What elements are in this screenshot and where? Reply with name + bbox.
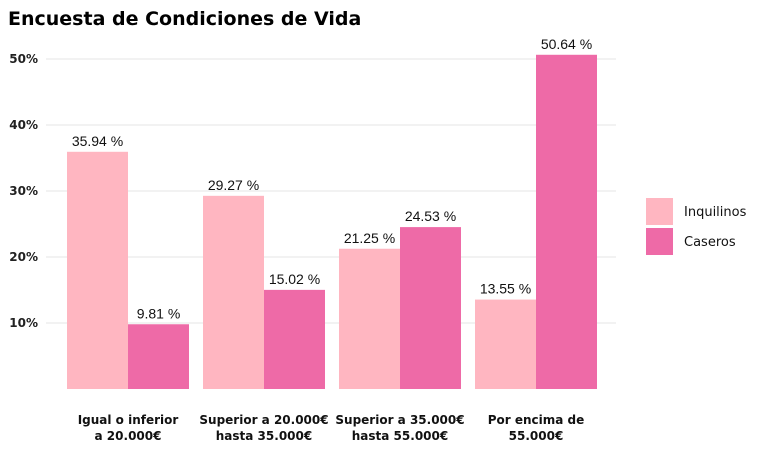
bar-inquilinos (339, 248, 400, 389)
x-tick-label: hasta 55.000€ (352, 429, 448, 443)
y-tick-label: 50% (9, 52, 38, 66)
data-label: 15.02 % (269, 271, 320, 287)
legend-key-inquilinos (646, 198, 673, 225)
data-label: 50.64 % (541, 36, 592, 52)
y-tick-label: 40% (9, 118, 38, 132)
data-label: 9.81 % (137, 305, 181, 321)
x-tick-label: 55.000€ (509, 429, 564, 443)
bar-caseros (128, 324, 189, 389)
bar-caseros (400, 227, 461, 389)
data-label: 24.53 % (405, 208, 456, 224)
data-label: 29.27 % (208, 177, 259, 193)
x-tick-label: Superior a 35.000€ (335, 413, 464, 427)
data-label: 13.55 % (480, 281, 531, 297)
x-tick-label: Superior a 20.000€ (199, 413, 328, 427)
bar-inquilinos (475, 299, 536, 389)
y-tick-label: 20% (9, 250, 38, 264)
x-tick-label: hasta 35.000€ (216, 429, 312, 443)
bar-inquilinos (203, 195, 264, 389)
data-label: 21.25 % (344, 230, 395, 246)
bar-inquilinos (67, 151, 128, 389)
x-tick-label: a 20.000€ (95, 429, 162, 443)
y-tick-label: 30% (9, 184, 38, 198)
legend-label: Inquilinos (684, 205, 747, 220)
y-tick-label: 10% (9, 316, 38, 330)
x-tick-label: Por encima de (488, 413, 585, 427)
chart-title: Encuesta de Condiciones de Vida (8, 8, 361, 30)
x-tick-label: Igual o inferior (78, 413, 179, 427)
legend-key-caseros (646, 228, 673, 255)
bar-caseros (536, 54, 597, 389)
data-label: 35.94 % (72, 133, 123, 149)
legend-label: Caseros (684, 235, 736, 250)
bar-caseros (264, 289, 325, 389)
